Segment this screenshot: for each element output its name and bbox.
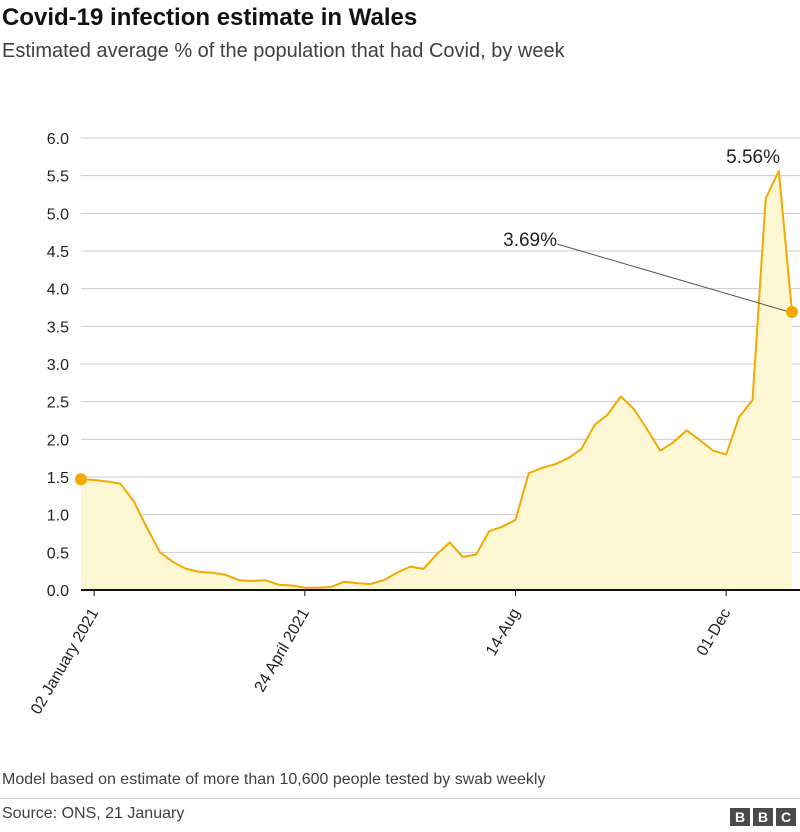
y-tick-label: 2.0: [47, 432, 69, 449]
highlight-point: [786, 306, 798, 319]
y-tick-label: 4.5: [47, 244, 69, 261]
y-tick-label: 0.0: [47, 583, 69, 600]
y-tick-label: 1.0: [47, 508, 69, 525]
x-axis-ticks: 02 January 2021 24 April 2021 14-Aug 01-Dec: [28, 590, 734, 717]
annotations: 5.56% 3.69%: [503, 147, 787, 312]
chart-subtitle: Estimated average % of the population th…: [2, 40, 565, 62]
y-tick-label: 1.5: [47, 470, 69, 487]
area-chart: 0.00.51.01.52.02.53.03.54.04.55.05.56.0 …: [28, 131, 800, 717]
bbc-logo-letter: B: [753, 808, 773, 826]
chart-title: Covid-19 infection estimate in Wales: [2, 4, 418, 31]
bbc-logo-letter: B: [730, 808, 750, 826]
x-tick-label: 24 April 2021: [252, 606, 313, 695]
peak-label: 5.56%: [726, 147, 780, 168]
y-tick-label: 4.0: [47, 282, 69, 299]
source-text: Source: ONS, 21 January: [2, 805, 185, 822]
y-tick-label: 5.5: [47, 169, 69, 186]
x-tick-label: 02 January 2021: [28, 606, 102, 718]
divider: [0, 798, 800, 799]
y-axis-ticks: 0.0 0.5 1.0 1.5 2.0 2.5 3.0 3.5 4.0 4.5 5.0 5.5 6.0: [47, 131, 69, 600]
y-tick-label: 6.0: [47, 131, 69, 148]
y-tick-label: 3.5: [47, 319, 69, 336]
y-tick-label: 2.5: [47, 395, 69, 412]
highlight-point: [75, 473, 87, 486]
annotation-leader: [556, 243, 787, 312]
y-tick-label: 3.0: [47, 357, 69, 374]
bbc-logo: B B C: [730, 808, 796, 826]
latest-label: 3.69%: [503, 230, 557, 251]
x-tick-label: 14-Aug: [483, 606, 524, 659]
y-tick-label: 5.0: [47, 206, 69, 223]
bbc-logo-letter: C: [776, 808, 796, 826]
x-tick-label: 01-Dec: [694, 606, 735, 659]
footnote: Model based on estimate of more than 10,…: [2, 771, 546, 788]
series-line: [80, 170, 793, 589]
data-points: [75, 306, 798, 486]
area-fill: [81, 171, 792, 590]
y-tick-label: 0.5: [47, 545, 69, 562]
